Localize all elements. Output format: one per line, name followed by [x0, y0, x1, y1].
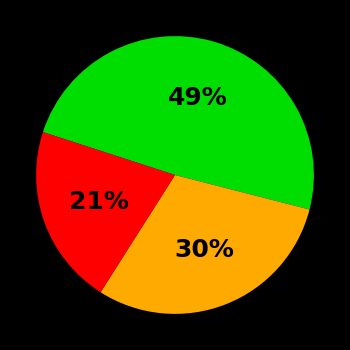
- Text: 49%: 49%: [168, 86, 228, 110]
- Wedge shape: [36, 132, 175, 292]
- Text: 30%: 30%: [175, 238, 235, 262]
- Wedge shape: [100, 175, 309, 314]
- Wedge shape: [43, 36, 314, 210]
- Text: 21%: 21%: [69, 190, 129, 214]
